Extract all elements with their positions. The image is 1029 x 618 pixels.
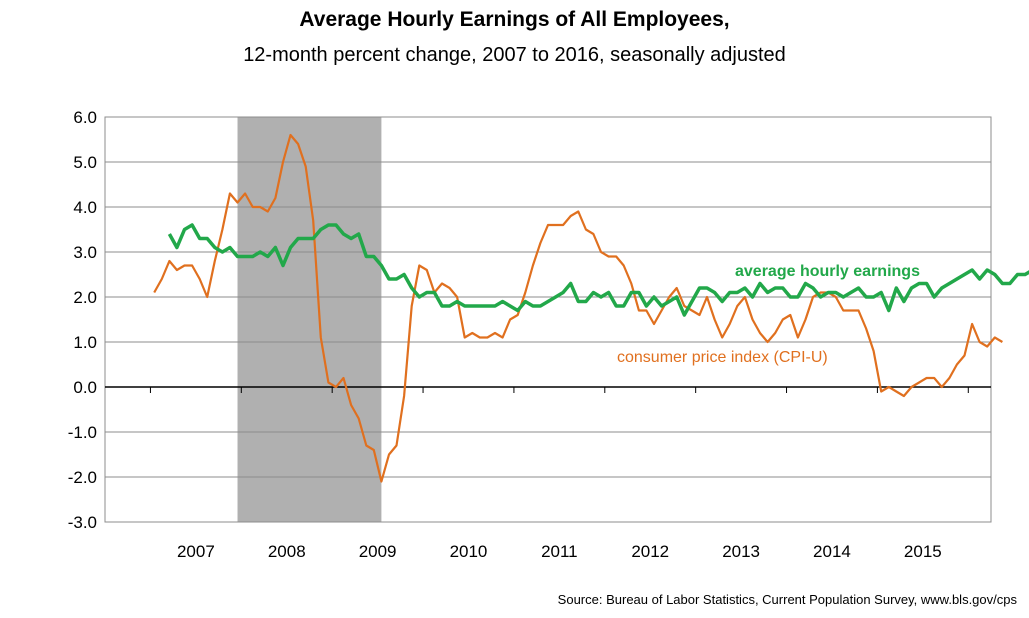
plot-frame: [104, 116, 992, 523]
x-tick-label: 2008: [268, 542, 306, 561]
chart-subtitle: 12-month percent change, 2007 to 2016, s…: [243, 44, 786, 66]
y-tick-label: 5.0: [73, 153, 97, 172]
y-tick-label: 1.0: [73, 333, 97, 352]
series-lines: [153, 133, 1029, 483]
y-tick-label: 4.0: [73, 198, 97, 217]
chart-title: Average Hourly Earnings of All Employees…: [299, 8, 730, 31]
line-chart: 6.05.04.03.02.01.00.0-1.0-2.0-3.0 2007 20…: [68, 108, 1029, 561]
series-annotation: average hourly earnings: [735, 263, 920, 280]
chart-source: Source: Bureau of Labor Statistics, Curr…: [557, 592, 1017, 607]
x-tick-label: 2010: [450, 542, 488, 561]
x-tick-label: 2009: [359, 542, 397, 561]
y-tick-label: 0.0: [73, 378, 97, 397]
x-tick-label: 2015: [904, 542, 942, 561]
recession-band: [237, 117, 382, 522]
y-tick-label: -3.0: [68, 513, 97, 532]
series-line-average-hourly-earnings: [167, 223, 1029, 317]
y-tick-label: -2.0: [68, 468, 97, 487]
x-tick-labels: 2007 2008 2009 2010 2011 2012 2013 2014 2015: [177, 542, 942, 561]
series-line-cpi-u: [153, 133, 1003, 483]
x-tick-label: 2007: [177, 542, 215, 561]
x-tick-label: 2012: [631, 542, 669, 561]
y-tick-label: 2.0: [73, 288, 97, 307]
x-tick-label: 2011: [541, 542, 578, 561]
y-tick-label: 6.0: [73, 108, 97, 127]
series-annotation: consumer price index (CPI-U): [617, 349, 828, 366]
annotations: average hourly earnings consumer price in…: [617, 263, 920, 366]
y-tick-label: 3.0: [73, 243, 97, 262]
x-tick-label: 2013: [722, 542, 760, 561]
y-tick-label: -1.0: [68, 423, 97, 442]
axes: [104, 116, 992, 523]
x-tick-label: 2014: [813, 542, 851, 561]
y-tick-labels: 6.0 5.0 4.0 3.0 2.0 1.0 0.0 -1.0 -2.0 -3.0: [68, 108, 97, 532]
